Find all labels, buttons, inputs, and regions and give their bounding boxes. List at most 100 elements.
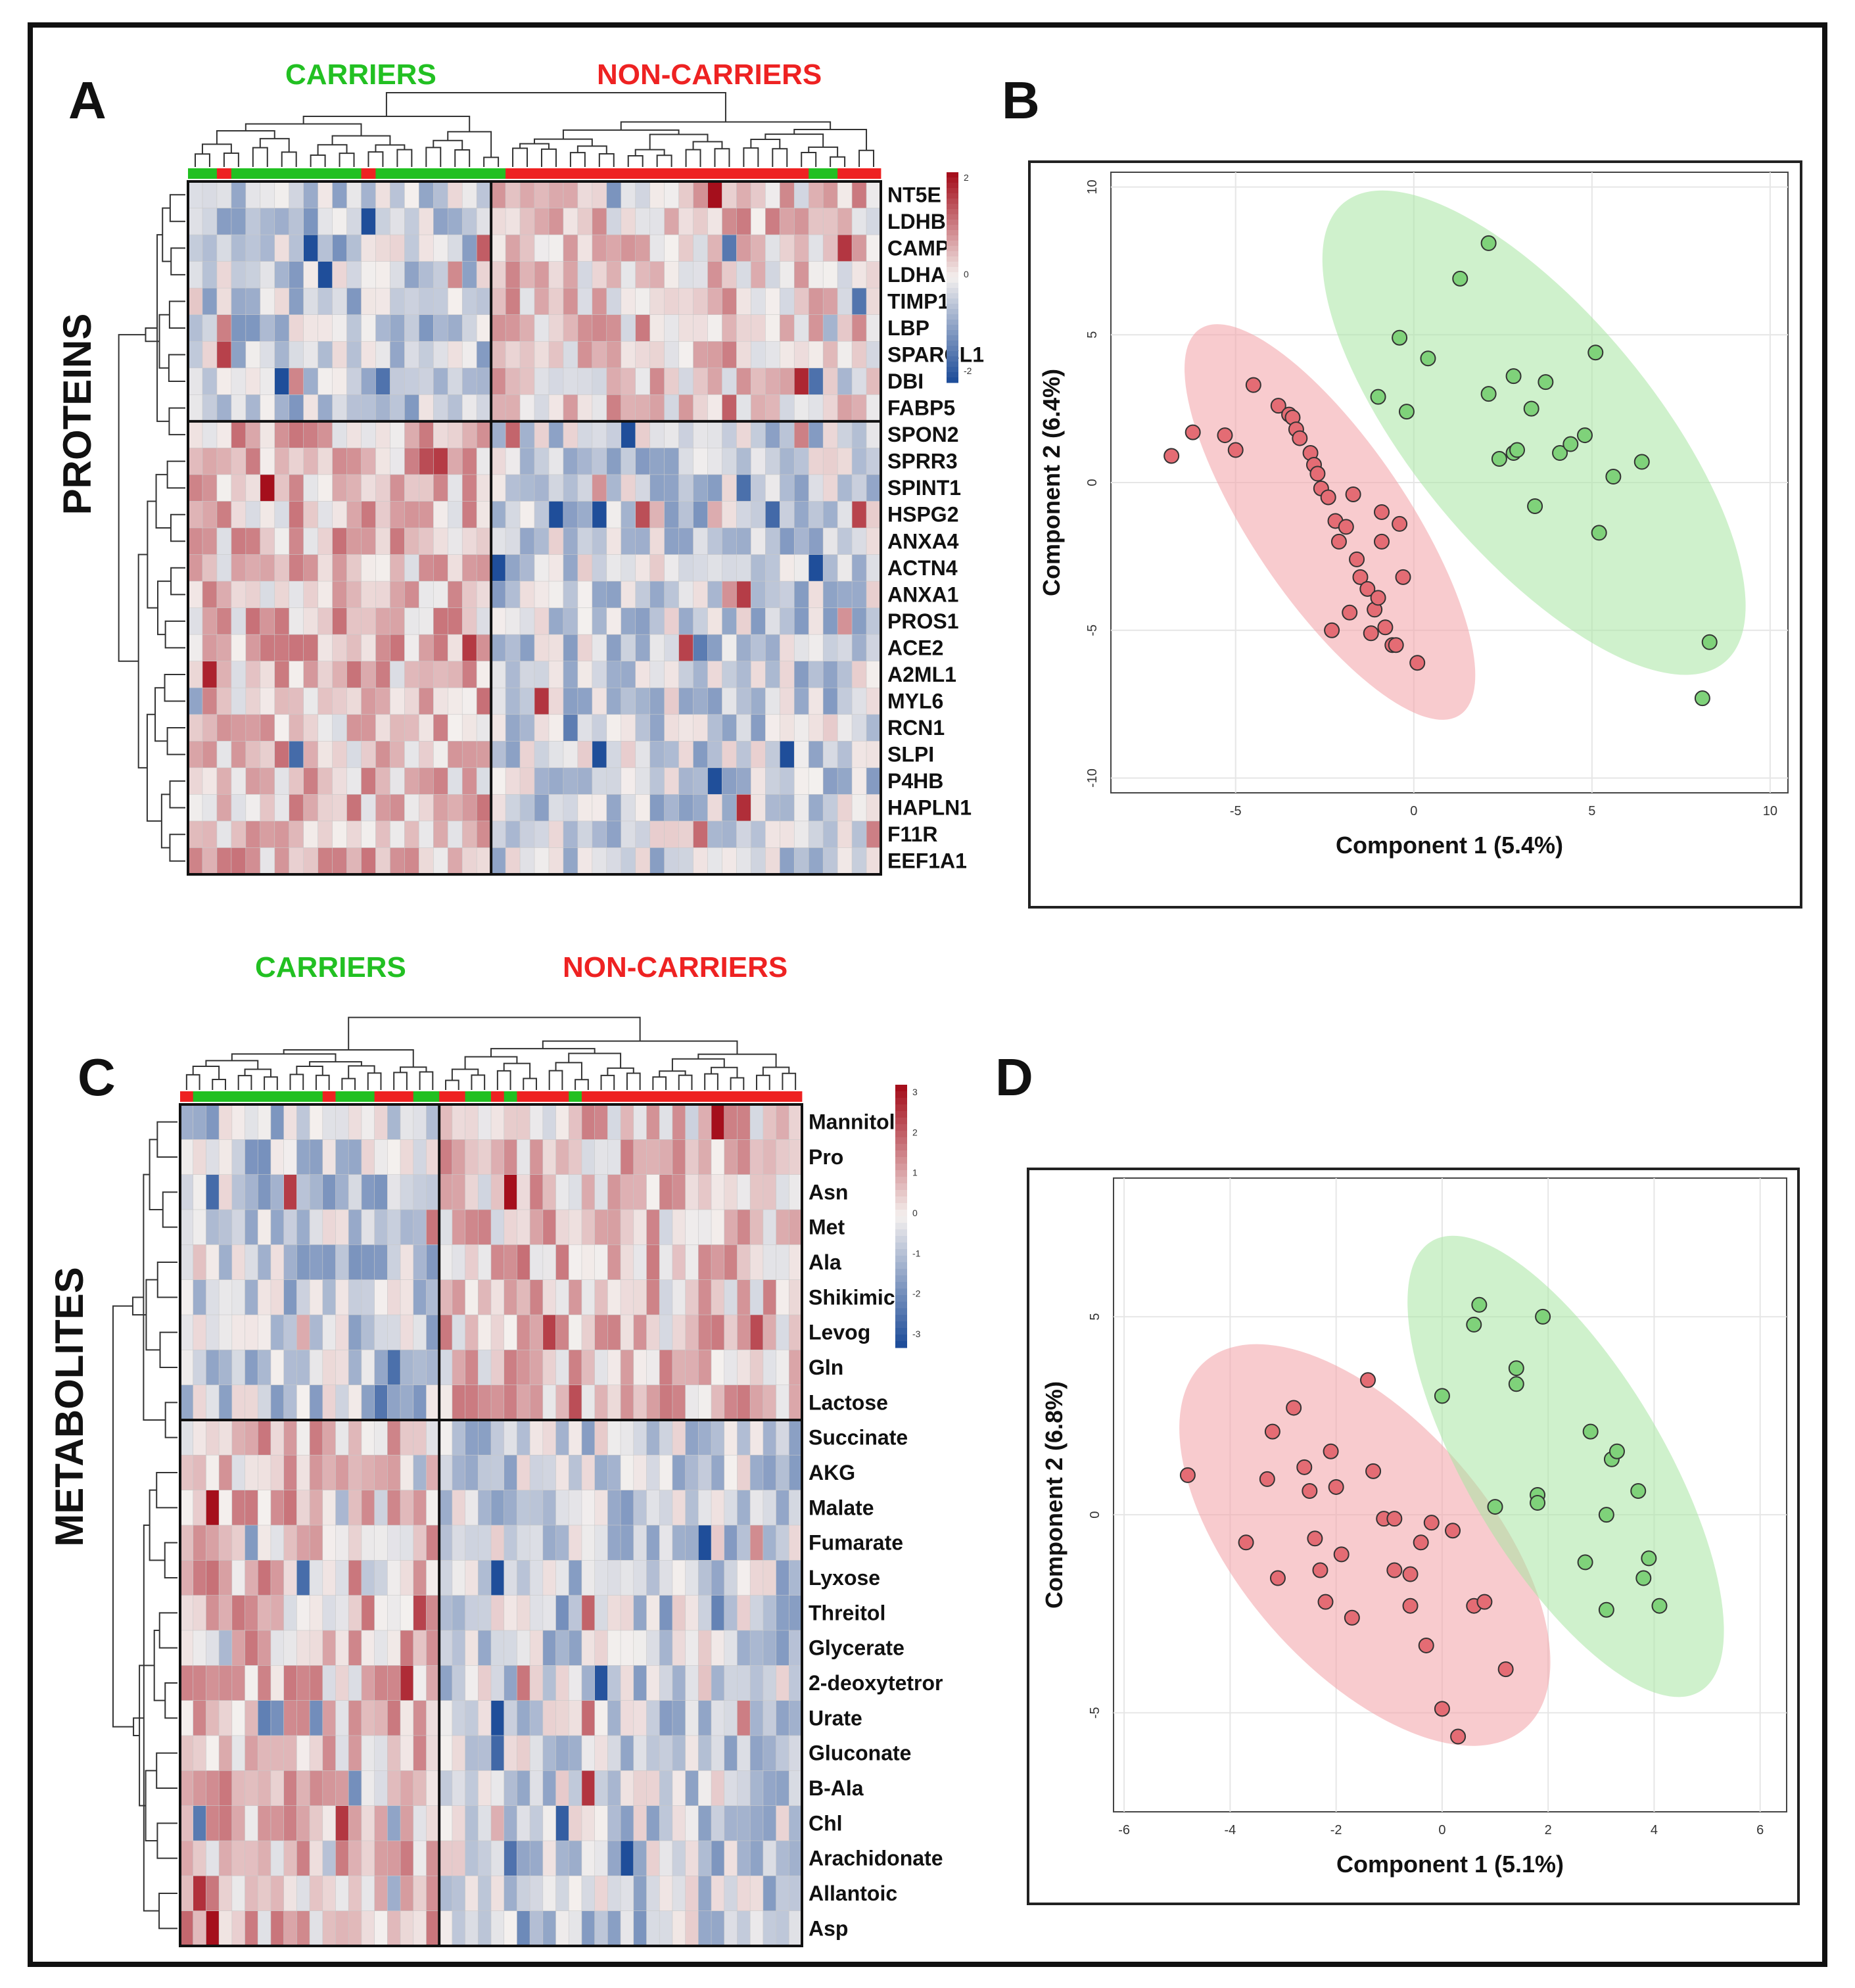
heatmap-cell [851, 741, 867, 769]
heatmap-cell [707, 580, 723, 609]
heatmap-cell [659, 1174, 673, 1210]
heatmap-cell [490, 1419, 505, 1456]
heatmap-cell [866, 367, 881, 395]
heatmap-cell [534, 234, 550, 262]
heatmap-cell [461, 421, 477, 448]
heatmap-cell [257, 1700, 271, 1736]
heatmap-cell [765, 714, 780, 742]
heatmap-cell [548, 634, 564, 662]
group-bar-segment [310, 1091, 323, 1102]
heatmap-cell [678, 501, 694, 529]
heatmap-cell [296, 1805, 310, 1841]
heatmap-cell [317, 741, 333, 769]
data-point-non-carriers [1296, 1459, 1313, 1475]
heatmap-cell [231, 1350, 246, 1386]
heatmap-cell [387, 1350, 401, 1386]
heatmap-cell [374, 1139, 388, 1175]
dendrogram-branch [575, 1079, 589, 1090]
heatmap-cell [711, 1314, 725, 1350]
heatmap-cell [245, 1455, 258, 1491]
heatmap-cell [193, 1279, 207, 1315]
heatmap-cell [736, 367, 751, 395]
heatmap-cell [348, 1419, 362, 1456]
heatmap-cell [693, 714, 709, 742]
heatmap-cell [374, 1174, 388, 1210]
row-label: A2ML1 [887, 663, 956, 686]
heatmap-cell [711, 1419, 725, 1456]
heatmap-cell [387, 1840, 401, 1876]
heatmap-cell [646, 1770, 660, 1807]
data-point-carriers [1392, 329, 1408, 346]
dendrogram-root [112, 1305, 134, 1728]
heatmap-cell [206, 1139, 220, 1175]
row-label: Ala [809, 1250, 841, 1274]
heatmap-cell [620, 1244, 634, 1281]
heatmap-cell [477, 1104, 492, 1140]
heatmap-cell [724, 1630, 738, 1666]
heatmap-cell [678, 394, 694, 422]
heatmap-cell [245, 341, 261, 369]
heatmap-cell [490, 287, 506, 316]
heatmap-cell [519, 607, 535, 635]
heatmap-cell [606, 181, 622, 209]
heatmap-cell [737, 1805, 751, 1841]
heatmap-cell [461, 714, 477, 742]
heatmap-cell [646, 1805, 660, 1841]
heatmap-cell [678, 580, 694, 609]
heatmap-cell [257, 1314, 271, 1350]
data-point-carriers [1577, 427, 1593, 444]
heatmap-cell [346, 607, 362, 635]
heatmap-cell [260, 234, 275, 262]
data-point-non-carriers [1360, 1372, 1376, 1388]
dendrogram-branch [512, 147, 528, 167]
heatmap-cell [179, 1139, 194, 1175]
heatmap-cell [724, 1770, 738, 1807]
heatmap-cell [646, 1139, 660, 1175]
heatmap-cell [822, 448, 838, 475]
heatmap-cell [317, 448, 333, 475]
row-label: SLPI [887, 743, 934, 767]
heatmap-cell [534, 208, 550, 235]
heatmap-cell [594, 1910, 608, 1947]
group-bar-segment [534, 168, 550, 179]
heatmap-cell [577, 394, 593, 422]
heatmap-cell [765, 208, 780, 235]
heatmap-cell [620, 1735, 634, 1771]
heatmap-cell [693, 287, 709, 316]
heatmap-cell [206, 1314, 220, 1350]
heatmap-cell [765, 527, 780, 556]
heatmap-cell [504, 1139, 518, 1175]
heatmap-cell [635, 341, 651, 369]
heatmap-cell [361, 394, 377, 422]
heatmap-cell [375, 181, 391, 209]
heatmap-cell [270, 1209, 285, 1245]
heatmap-cell [438, 1770, 453, 1807]
heatmap-cell [577, 607, 593, 635]
heatmap-cell [685, 1770, 699, 1807]
heatmap-cell [504, 1314, 518, 1350]
heatmap-cell [722, 181, 738, 209]
heatmap-cell [737, 1419, 751, 1456]
heatmap-cell [519, 234, 535, 262]
group-bar-segment [303, 168, 319, 179]
group-bar-segment [707, 168, 722, 179]
group-bar-segment [245, 1091, 258, 1102]
heatmap-cell [607, 1350, 621, 1386]
dendrogram-branch [656, 154, 672, 167]
heatmap-cell [309, 1630, 323, 1666]
row-label: CAMP [887, 236, 949, 260]
color-scale-tick: 1 [912, 1168, 918, 1178]
heatmap-cell [490, 1770, 505, 1807]
heatmap-cell [504, 1350, 518, 1386]
heatmap-cell [206, 1700, 220, 1736]
heatmap-cell [749, 1770, 764, 1807]
heatmap-cell [517, 1279, 530, 1315]
heatmap-cell [793, 501, 809, 529]
heatmap-cell [577, 661, 593, 688]
group-bar-segment [776, 1091, 789, 1102]
heatmap-cell [465, 1104, 479, 1140]
heatmap-cell [568, 1560, 582, 1596]
heatmap-cell [303, 341, 319, 369]
data-point-carriers [1508, 1376, 1524, 1392]
heatmap-cell [490, 341, 506, 369]
